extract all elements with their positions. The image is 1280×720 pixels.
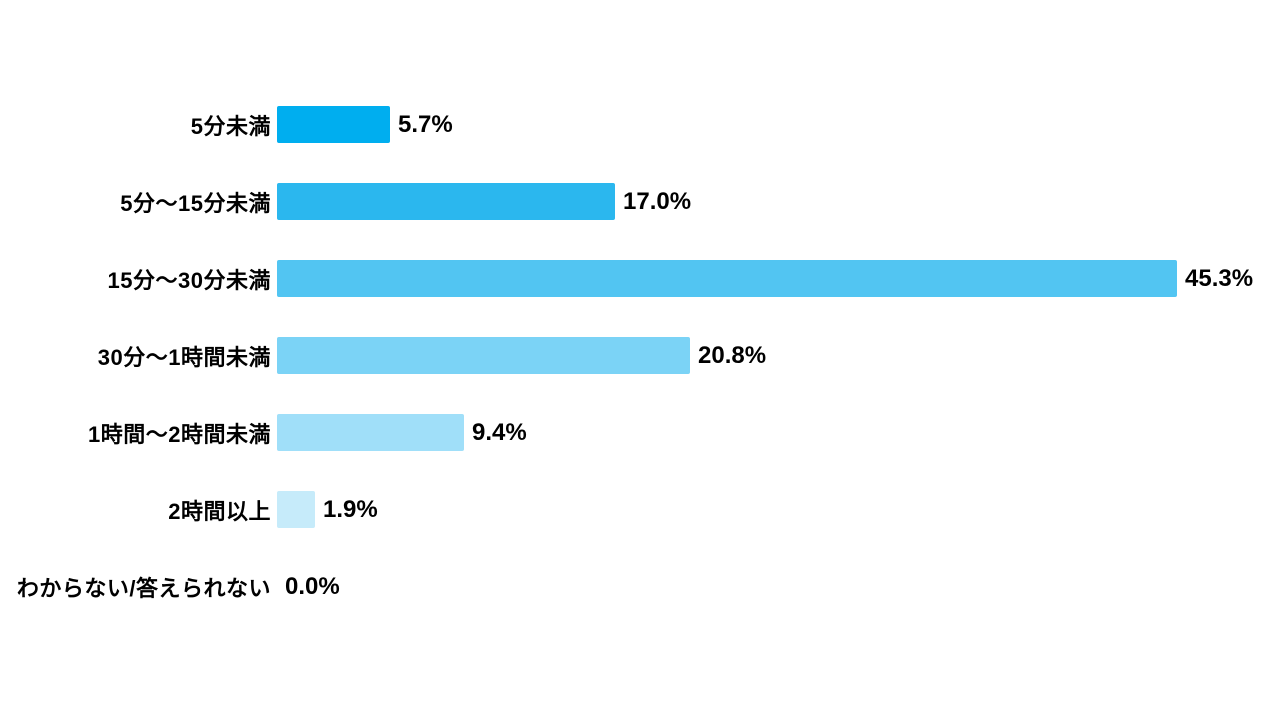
bar [277,491,315,528]
category-label: 30分〜1時間未満 [97,344,271,370]
category-label: 1時間〜2時間未満 [88,421,271,447]
bar [277,260,1177,297]
chart-row: 1時間〜2時間未満 9.4% [0,394,1280,471]
bar-chart: 5分未満 5.7% 5分〜15分未満 17.0% 15分〜30分未満 45.3%… [0,86,1280,625]
chart-row: わからない/答えられない 0.0% [0,548,1280,625]
category-label: 15分〜30分未満 [107,267,271,293]
value-label: 0.0% [285,572,340,600]
chart-row: 5分〜15分未満 17.0% [0,163,1280,240]
chart-row: 30分〜1時間未満 20.8% [0,317,1280,394]
chart-row: 5分未満 5.7% [0,86,1280,163]
value-label: 45.3% [1185,264,1254,292]
bar [277,414,464,451]
bar [277,183,615,220]
category-label: 5分〜15分未満 [120,190,271,216]
value-label: 1.9% [323,495,378,523]
chart-row: 15分〜30分未満 45.3% [0,240,1280,317]
chart-row: 2時間以上 1.9% [0,471,1280,548]
category-label: 5分未満 [190,113,271,139]
value-label: 17.0% [623,187,692,215]
category-label: わからない/答えられない [16,575,271,601]
value-label: 20.8% [698,341,767,369]
bar [277,106,390,143]
value-label: 9.4% [472,418,527,446]
bar [277,337,690,374]
category-label: 2時間以上 [168,498,271,524]
value-label: 5.7% [398,110,453,138]
